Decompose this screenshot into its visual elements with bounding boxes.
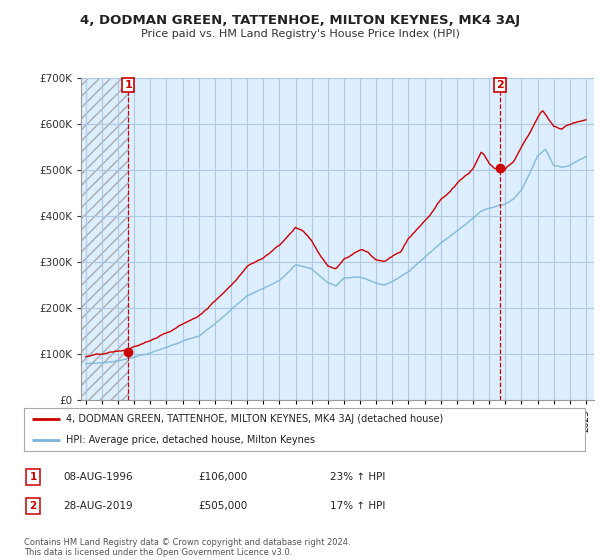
- Text: £505,000: £505,000: [198, 501, 247, 511]
- Text: 1: 1: [29, 472, 37, 482]
- Text: Price paid vs. HM Land Registry's House Price Index (HPI): Price paid vs. HM Land Registry's House …: [140, 29, 460, 39]
- Text: Contains HM Land Registry data © Crown copyright and database right 2024.
This d: Contains HM Land Registry data © Crown c…: [24, 538, 350, 557]
- Text: 23% ↑ HPI: 23% ↑ HPI: [330, 472, 385, 482]
- Text: 4, DODMAN GREEN, TATTENHOE, MILTON KEYNES, MK4 3AJ: 4, DODMAN GREEN, TATTENHOE, MILTON KEYNE…: [80, 14, 520, 27]
- Text: 08-AUG-1996: 08-AUG-1996: [63, 472, 133, 482]
- Text: 28-AUG-2019: 28-AUG-2019: [63, 501, 133, 511]
- Bar: [81, 78, 128, 400]
- Text: £106,000: £106,000: [198, 472, 247, 482]
- Text: 2: 2: [29, 501, 37, 511]
- Text: 2: 2: [496, 80, 503, 90]
- Text: 4, DODMAN GREEN, TATTENHOE, MILTON KEYNES, MK4 3AJ (detached house): 4, DODMAN GREEN, TATTENHOE, MILTON KEYNE…: [66, 414, 443, 424]
- Text: HPI: Average price, detached house, Milton Keynes: HPI: Average price, detached house, Milt…: [66, 435, 315, 445]
- Text: 1: 1: [124, 80, 132, 90]
- Text: 17% ↑ HPI: 17% ↑ HPI: [330, 501, 385, 511]
